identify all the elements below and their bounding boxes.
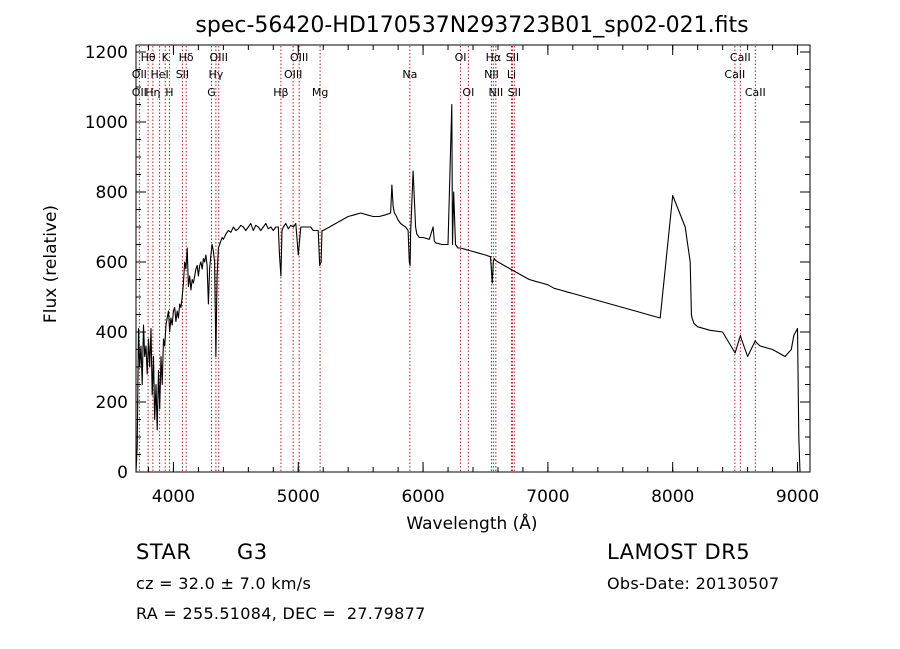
- line-id-label: Na: [402, 68, 417, 81]
- line-id-label: Hθ: [141, 51, 156, 64]
- line-id-label: H: [165, 86, 173, 99]
- coordinates-readout: RA = 255.51084, DEC = 27.79877: [136, 604, 426, 623]
- line-id-label: NII: [484, 68, 499, 81]
- survey-name: LAMOST DR5: [607, 540, 751, 564]
- line-id-label: OIII: [290, 51, 308, 64]
- line-id-label: HeI: [150, 68, 168, 81]
- x-axis: 4000 5000 6000 7000 8000 9000: [147, 45, 819, 507]
- line-id-label: OIII: [284, 68, 302, 81]
- line-id-label: OI: [455, 51, 467, 64]
- line-id-label: G: [207, 86, 216, 99]
- line-id-label: Hη: [145, 86, 160, 99]
- line-id-label: OIII: [210, 51, 228, 64]
- line-id-label: SII: [176, 68, 189, 81]
- object-class: STAR: [136, 540, 192, 564]
- y-tick-label: 800: [96, 183, 128, 203]
- redshift-readout: cz = 32.0 ± 7.0 km/s: [136, 574, 312, 593]
- line-id-label: Hδ: [179, 51, 194, 64]
- line-id-label: Mg: [312, 86, 328, 99]
- y-axis: 0 200 400 600 800 1000 1200: [85, 43, 810, 483]
- x-tick-label: 4000: [152, 487, 195, 507]
- spectrum-series-line: [135, 103, 801, 473]
- line-id-label: Li: [507, 68, 516, 81]
- spectral-subclass: G3: [237, 540, 268, 564]
- x-tick-label: 6000: [401, 487, 444, 507]
- line-id-label: SII: [506, 51, 519, 64]
- line-id-label: K: [162, 51, 170, 64]
- y-tick-label: 1200: [85, 43, 128, 63]
- y-tick-label: 600: [96, 253, 128, 273]
- x-axis-label: Wavelength (Å): [406, 512, 537, 534]
- line-id-label: Hβ: [273, 86, 288, 99]
- line-id-label: CaII: [745, 86, 766, 99]
- y-tick-label: 0: [117, 463, 128, 483]
- line-id-label: Hγ: [208, 68, 223, 81]
- line-id-label: OI: [462, 86, 474, 99]
- y-tick-label: 400: [96, 323, 128, 343]
- plot-frame: [135, 44, 811, 473]
- y-axis-label: Flux (relative): [41, 205, 61, 323]
- line-id-label: NII: [488, 86, 503, 99]
- x-tick-label: 8000: [651, 487, 694, 507]
- line-id-label: SII: [508, 86, 521, 99]
- line-id-label: CaII: [724, 68, 745, 81]
- observation-date: Obs-Date: 20130507: [607, 574, 780, 593]
- y-tick-label: 1000: [85, 113, 128, 133]
- line-id-markers: [138, 46, 756, 471]
- x-tick-label: 7000: [526, 487, 569, 507]
- y-tick-label: 200: [96, 393, 128, 413]
- x-tick-label: 5000: [277, 487, 320, 507]
- chart-title: spec-56420-HD170537N293723B01_sp02-021.f…: [195, 13, 748, 38]
- line-id-label: CaII: [730, 51, 751, 64]
- line-id-label: Hα: [486, 51, 502, 64]
- x-tick-label: 9000: [776, 487, 819, 507]
